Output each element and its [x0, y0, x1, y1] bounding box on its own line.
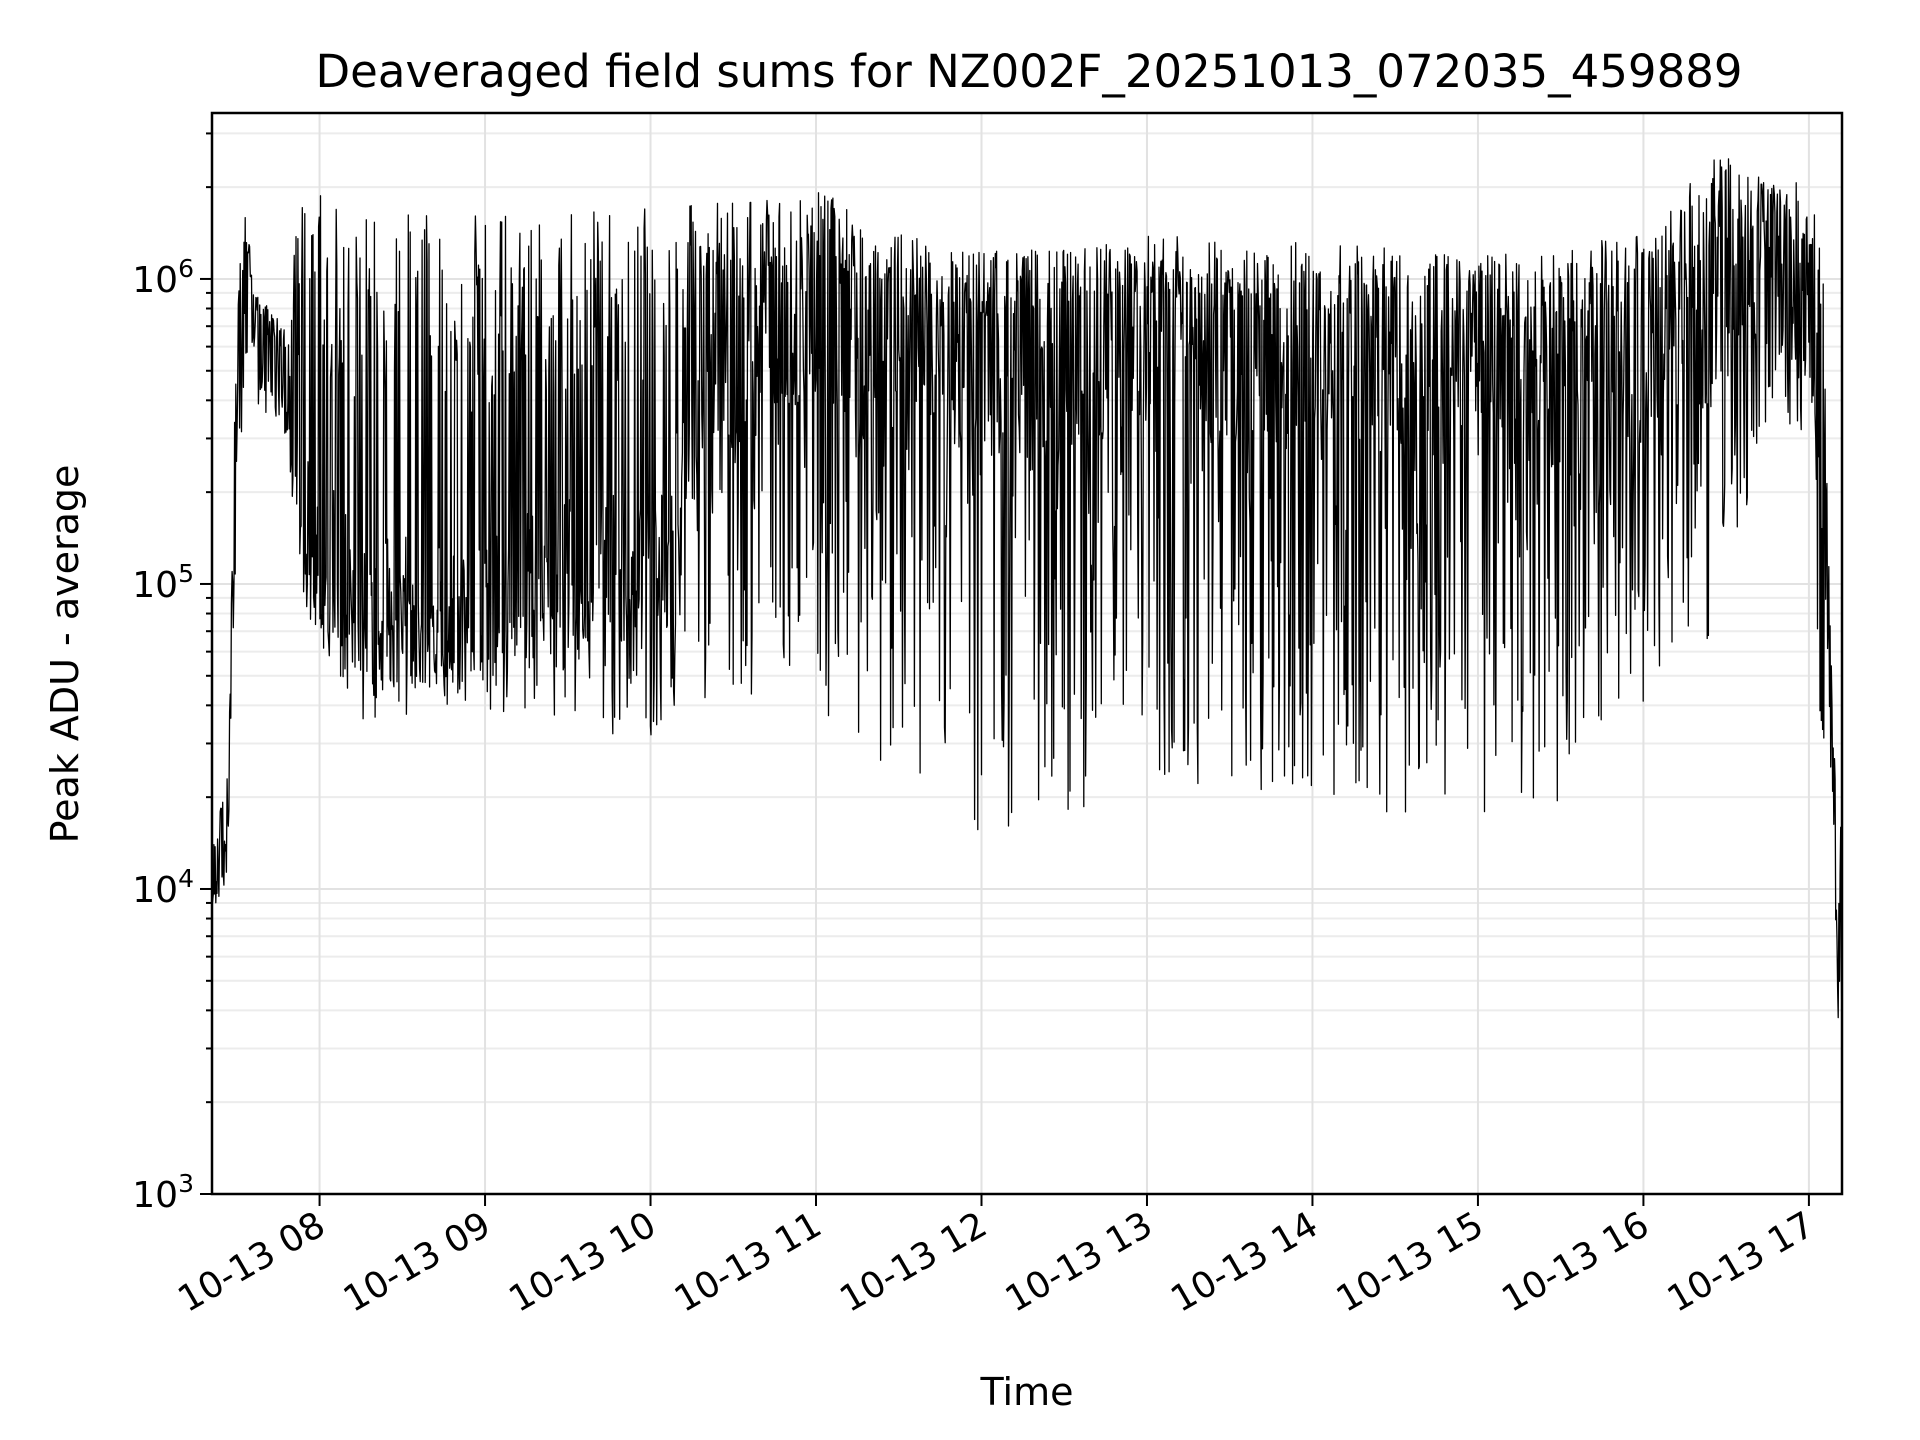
- y-tick-label: 105: [132, 559, 194, 606]
- y-tick-label: 106: [132, 254, 194, 301]
- y-axis-label: Peak ADU - average: [43, 465, 87, 844]
- plot-frame: [210, 111, 1844, 1196]
- y-tick-label: 103: [132, 1169, 194, 1216]
- x-axis-label: Time: [980, 1370, 1074, 1414]
- series-line: [211, 158, 1843, 1035]
- y-tick-label: 104: [132, 864, 194, 911]
- chart-title: Deaveraged field sums for NZ002F_2025101…: [316, 45, 1743, 98]
- series-layer: [211, 158, 1843, 1035]
